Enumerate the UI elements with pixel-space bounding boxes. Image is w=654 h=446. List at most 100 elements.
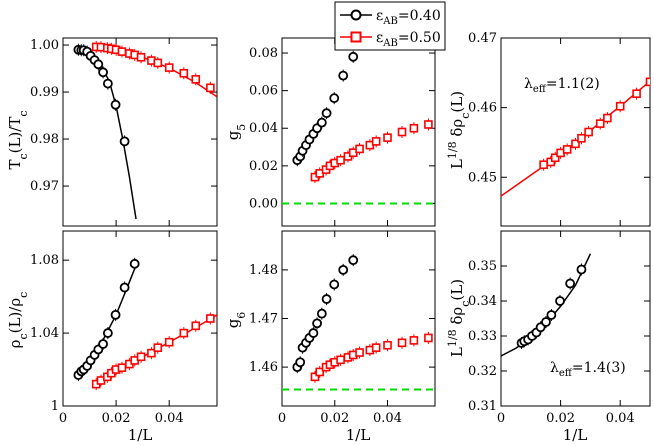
panel-5-ylabel: g6 <box>224 312 248 329</box>
p5-series-0-point-7 <box>316 308 327 319</box>
p4-xtick-label-0: 0 <box>59 411 67 426</box>
p1-series-0-point-7 <box>98 67 108 78</box>
p2-series-1-point-14 <box>424 120 433 129</box>
p4-series-0-point-11 <box>129 258 140 269</box>
panel-5-xlabel: 1/L <box>346 426 371 444</box>
p1-ytick-label-0: 0.97 <box>30 179 59 194</box>
p4-ytick-label-2: 1.08 <box>30 253 59 268</box>
p5-series-1-point-1 <box>315 367 325 377</box>
p1-series-1-point-11 <box>164 63 174 72</box>
p6-ytick-label-2: 0.33 <box>468 329 497 344</box>
p5-series-1-point-12 <box>397 338 407 348</box>
p4-series-1-point-12 <box>179 328 189 338</box>
panel-6-annotation: λeff=1.4(3) <box>550 360 626 379</box>
p6-series-0-point-9 <box>565 278 576 289</box>
panel-4-ylabel: ρc(L)/ρc <box>6 292 30 349</box>
p4-xtick-label-1: 0.02 <box>102 411 131 426</box>
p4-ytick-label-1: 1.04 <box>30 326 59 341</box>
p5-series-0-point-5 <box>308 328 319 338</box>
p2-ytick-label-2: 0.04 <box>249 121 278 136</box>
panel-6: 0 0.02 0.04 0.31 0.32 0.33 0.34 0.35 L1/8 δρc(L… <box>446 230 651 444</box>
panel-1: 0.97 0.98 0.99 1.00 Tc(L)/Tc <box>6 37 218 227</box>
p6-xtick-label-1: 0.02 <box>546 411 575 426</box>
p5-xtick-label-0: 0 <box>278 411 286 426</box>
p6-series-0-point-7 <box>546 310 557 320</box>
p3-series-0-point-5 <box>571 139 580 149</box>
p5-xtick-label-1: 0.02 <box>320 411 349 426</box>
p4-series-1-point-11 <box>164 337 174 347</box>
p2-ytick-label-3: 0.06 <box>249 84 278 99</box>
p5-series-0-point-6 <box>312 318 322 329</box>
p6-xtick-label-0: 0 <box>497 411 505 426</box>
p1-series-1-point-8 <box>136 52 146 62</box>
p5-series-1-point-8 <box>355 348 364 357</box>
p5-series-1-point-13 <box>409 336 419 345</box>
p5-series-0-point-10 <box>338 264 349 275</box>
p3-series-0-point-9 <box>603 113 612 123</box>
p1-ytick-label-2: 0.99 <box>30 85 59 100</box>
p6-ytick-label-1: 0.32 <box>468 364 497 379</box>
p6-series-0-point-10 <box>576 264 587 275</box>
p3-series-0-point-2 <box>550 153 560 163</box>
p1-series-0-point-9 <box>110 99 121 110</box>
p3-ytick-label-0: 0.45 <box>468 170 497 185</box>
p5-series-1-point-5 <box>336 355 345 365</box>
p2-series-0-point-11 <box>348 51 359 62</box>
legend-entry-2: εAB=0.50 <box>340 30 441 49</box>
panel-1-ylabel: Tc(L)/Tc <box>6 110 30 169</box>
panel-4-frame <box>62 230 218 407</box>
p5-series-1-point-11 <box>383 340 392 350</box>
p5-series-0-point-9 <box>329 279 340 290</box>
p6-series-0-point-8 <box>555 296 565 306</box>
p3-series-0-point-6 <box>577 133 586 143</box>
p2-series-0-point-8 <box>321 108 332 119</box>
p4-series-1-point-8 <box>136 352 146 362</box>
p3-series-0-point-4 <box>562 145 572 154</box>
p5-ytick-label-2: 1.48 <box>249 263 278 278</box>
p6-ytick-label-3: 0.34 <box>468 294 497 309</box>
p2-series-1-point-13 <box>409 123 419 133</box>
p5-series-1-point-10 <box>371 343 381 352</box>
p5-ytick-label-0: 1.46 <box>249 360 278 375</box>
p4-series-1-point-13 <box>191 321 201 331</box>
p3-series-0-point-0 <box>539 160 548 170</box>
p5-series-0-point-8 <box>321 294 332 304</box>
p4-series-1-point-14 <box>206 314 215 323</box>
p1-series-1-point-14 <box>206 83 215 93</box>
panel-6-ylabel: L1/8 δρc(L) <box>446 279 472 357</box>
panel-6-frame <box>500 230 651 407</box>
panel-1-frame <box>62 37 218 227</box>
panel-3-annotation: λeff=1.1(2) <box>524 76 600 95</box>
p2-series-0-point-7 <box>316 117 327 128</box>
legend-entry-1: εAB=0.40 <box>340 8 441 27</box>
p2-series-1-point-5 <box>336 155 345 165</box>
panel-2: 0.00 0.02 0.04 0.06 0.08 g5 <box>224 37 436 227</box>
p1-series-0-point-8 <box>102 78 113 89</box>
p1-series-1-point-5 <box>117 47 127 56</box>
p2-series-1-point-8 <box>355 144 364 154</box>
p3-series-0-point-8 <box>595 119 605 128</box>
panel-4-xlabel: 1/L <box>128 426 153 444</box>
p4-series-1-point-5 <box>117 363 127 373</box>
p4-series-1-point-9 <box>147 348 156 358</box>
p5-series-1-point-0 <box>310 372 320 382</box>
p6-series-0-point-6 <box>541 317 551 327</box>
panel-2-ylabel: g5 <box>224 124 248 141</box>
p1-series-0-point-10 <box>119 136 130 147</box>
panel-6-xlabel: 1/L <box>563 426 588 444</box>
p3-series-0-point-11 <box>632 89 641 99</box>
p5-series-0-point-11 <box>348 255 359 266</box>
panel-3: 0.450.460.47 L1/8 δρc(L) <box>446 31 651 227</box>
p4-series-0-fit-line <box>75 261 139 378</box>
p1-series-1-point-13 <box>191 75 201 84</box>
p2-ytick-label-0: 0.00 <box>249 196 278 211</box>
p4-ytick-label-0: 1 <box>51 399 59 414</box>
p4-series-0-point-7 <box>98 339 108 349</box>
legend: εAB=0.40 εAB=0.50 <box>334 1 446 51</box>
p3-ytick-label-2: 0.47 <box>468 31 497 46</box>
p1-series-1-fit-line <box>96 45 217 98</box>
p1-series-1-point-10 <box>153 58 163 68</box>
p3-series-0-point-10 <box>615 101 625 111</box>
p6-xtick-label-2: 0.04 <box>606 411 635 426</box>
panel-5-frame <box>281 230 436 407</box>
